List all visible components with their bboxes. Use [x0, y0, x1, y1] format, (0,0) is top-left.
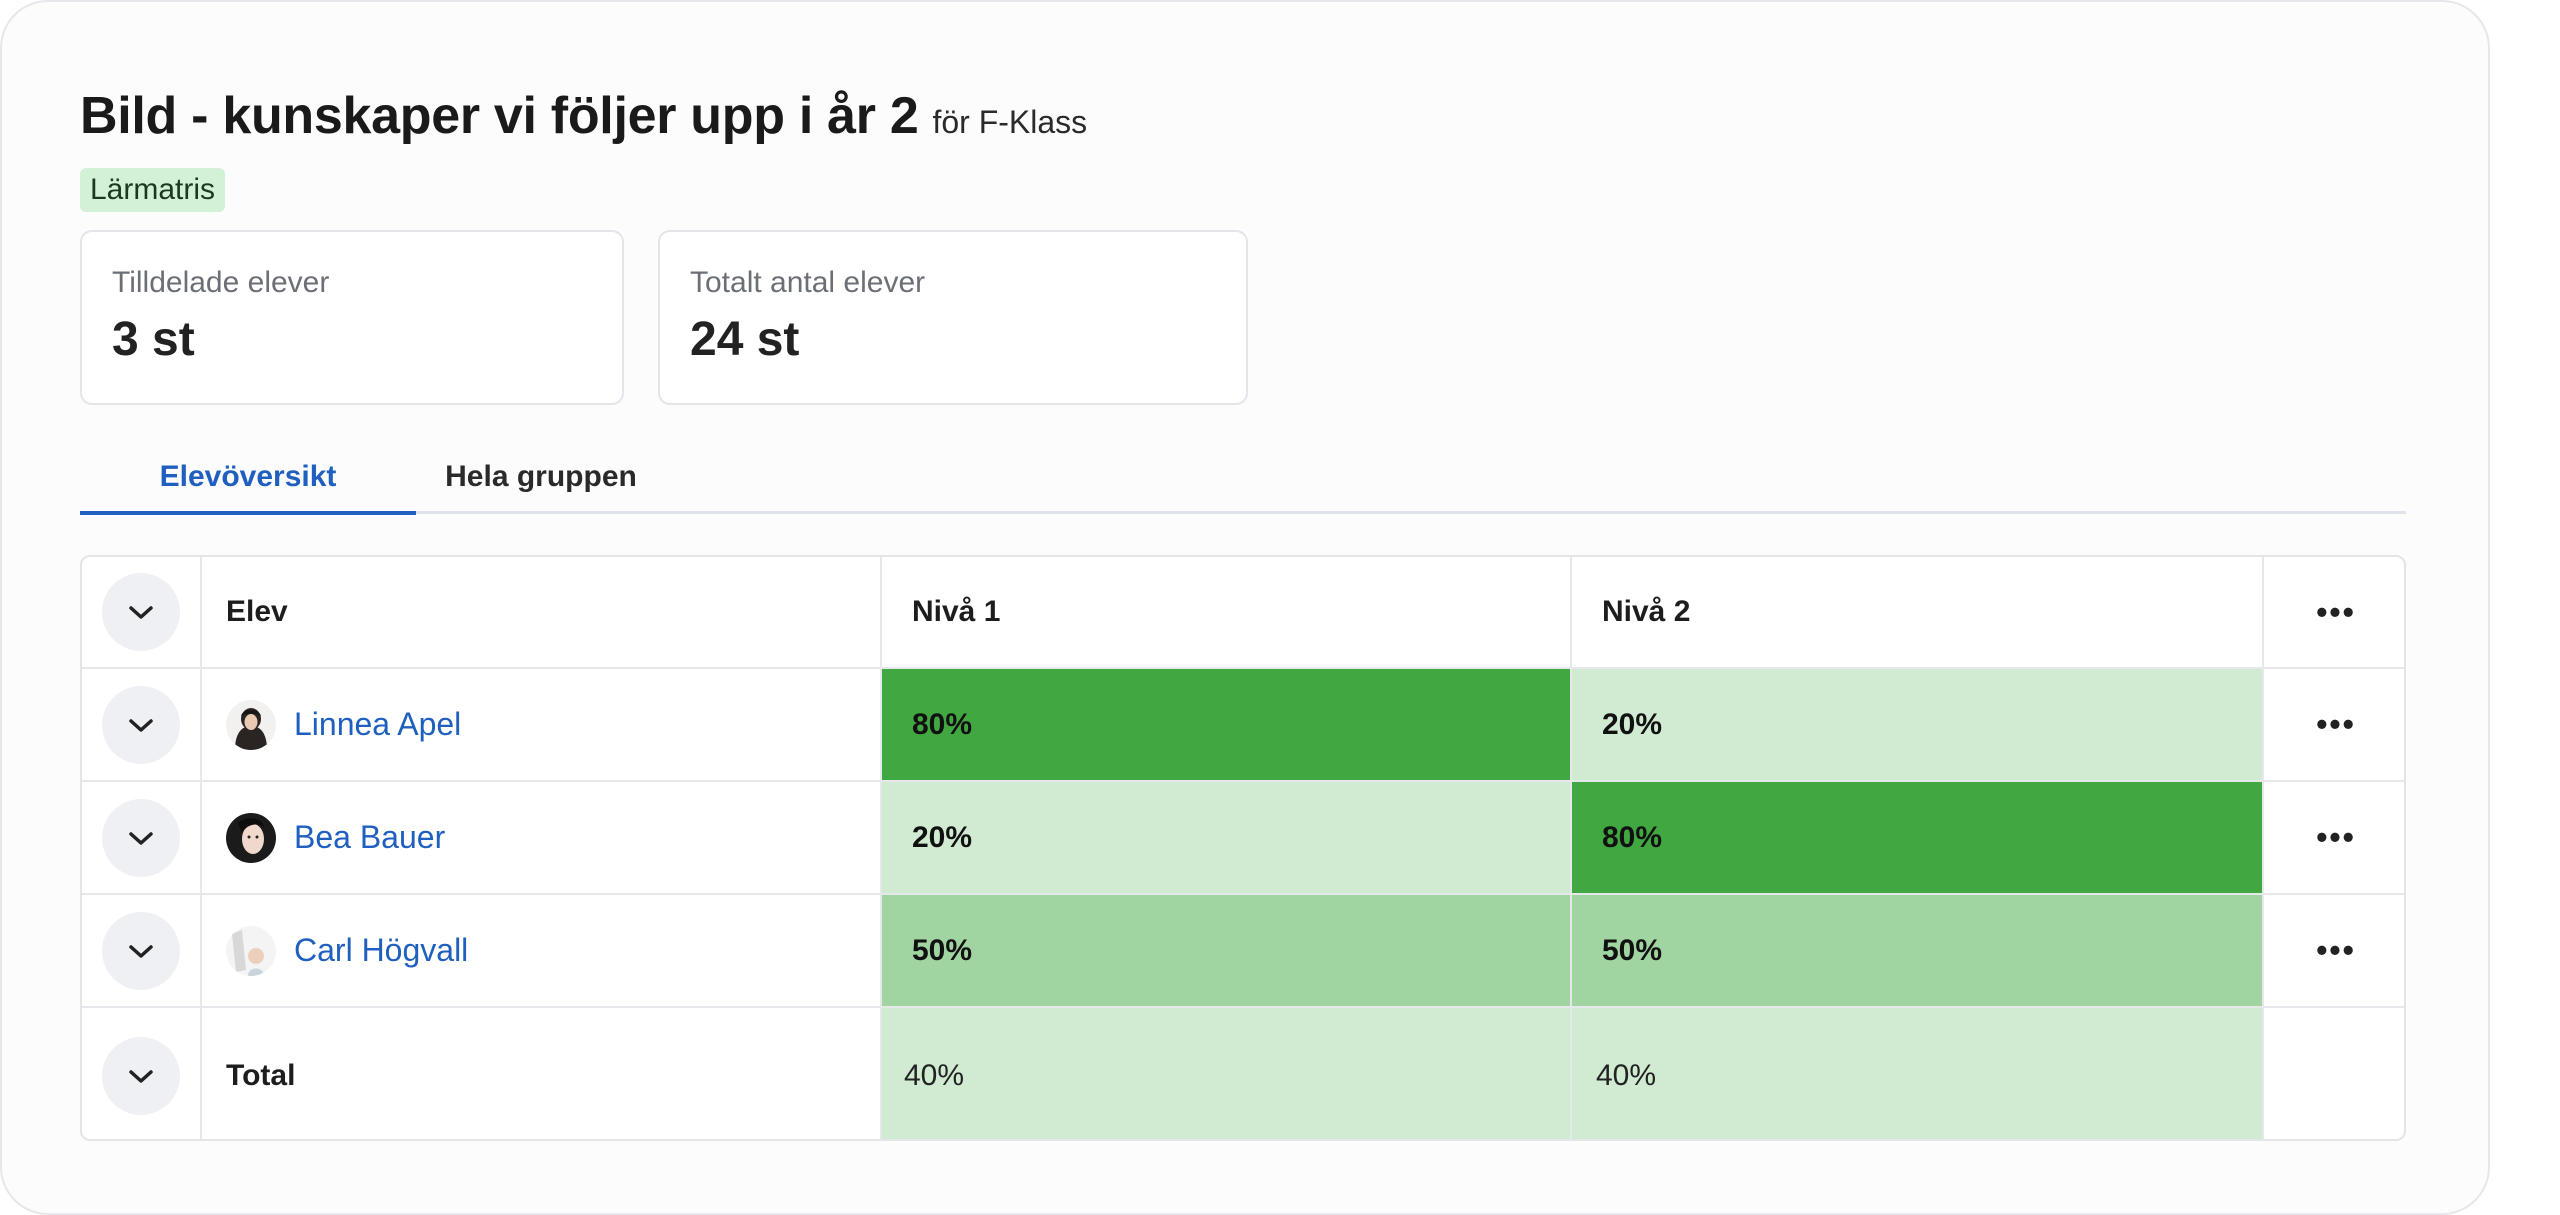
percentage: 40% — [1596, 1058, 1657, 1092]
student-link[interactable]: Carl Högvall — [294, 932, 469, 968]
title-row: Bild - kunskaper vi följer upp i år 2 fö… — [80, 86, 1087, 146]
column-header-niva-2: Nivå 2 — [1572, 557, 2264, 667]
page-subtitle: för F-Klass — [932, 104, 1088, 140]
chevron-down-icon — [128, 595, 154, 629]
stat-label: Totalt antal elever — [690, 266, 926, 299]
niva-1-cell: 50% — [882, 895, 1572, 1006]
tab-bar: Elevöversikt Hela gruppen — [80, 454, 2406, 515]
chevron-down-icon — [128, 821, 154, 855]
stat-value: 3 st — [112, 313, 195, 366]
expand-row-button[interactable] — [102, 798, 180, 877]
ellipsis-icon[interactable]: ••• — [2316, 593, 2356, 630]
chevron-down-icon — [128, 1059, 154, 1093]
expand-total-button[interactable] — [102, 1036, 180, 1115]
niva-1-cell: 80% — [882, 669, 1572, 780]
niva-2-cell: 50% — [1572, 895, 2264, 1006]
table-row: Bea Bauer 20% 80% ••• — [82, 782, 2404, 895]
expand-all-button[interactable] — [102, 573, 180, 651]
student-table: Elev Nivå 1 Nivå 2 ••• — [80, 555, 2406, 1141]
stat-card-assigned: Tilldelade elever 3 st — [80, 230, 624, 405]
table-row: Carl Högvall 50% 50% ••• — [82, 895, 2404, 1008]
percentage: 20% — [912, 820, 973, 854]
column-header-elev: Elev — [202, 557, 882, 667]
column-header-niva-1: Nivå 1 — [882, 557, 1572, 667]
avatar — [226, 812, 276, 863]
ellipsis-icon[interactable]: ••• — [2316, 819, 2356, 855]
total-label: Total — [226, 1058, 296, 1092]
assessment-card: Bild - kunskaper vi följer upp i år 2 fö… — [0, 0, 2490, 1215]
avatar — [226, 699, 276, 750]
tab-hela-gruppen[interactable]: Hela gruppen — [445, 460, 637, 493]
expand-row-button[interactable] — [102, 685, 180, 764]
total-niva-2-cell: 40% — [1572, 1008, 2264, 1139]
percentage: 50% — [912, 933, 973, 967]
expand-row-button[interactable] — [102, 911, 180, 990]
stat-card-total: Totalt antal elever 24 st — [658, 230, 1248, 405]
student-link[interactable]: Linnea Apel — [294, 706, 462, 742]
niva-1-cell: 20% — [882, 782, 1572, 893]
ellipsis-icon[interactable]: ••• — [2316, 932, 2356, 968]
stat-value: 24 st — [690, 313, 800, 366]
percentage: 20% — [1602, 707, 1663, 741]
percentage: 50% — [1602, 933, 1663, 967]
table-header-row: Elev Nivå 1 Nivå 2 ••• — [82, 557, 2404, 669]
student-link[interactable]: Bea Bauer — [294, 819, 446, 855]
percentage: 40% — [904, 1058, 965, 1092]
table-row: Linnea Apel 80% 20% ••• — [82, 669, 2404, 782]
avatar — [226, 925, 276, 976]
chevron-down-icon — [128, 934, 154, 968]
chevron-down-icon — [128, 708, 154, 742]
page-title: Bild - kunskaper vi följer upp i år 2 — [80, 87, 919, 145]
type-badge: Lärmatris — [80, 168, 226, 212]
percentage: 80% — [912, 707, 973, 741]
table-total-row: Total 40% 40% — [82, 1008, 2404, 1139]
tab-elevoversikt[interactable]: Elevöversikt — [80, 454, 416, 515]
niva-2-cell: 20% — [1572, 669, 2264, 780]
percentage: 80% — [1602, 820, 1663, 854]
total-niva-1-cell: 40% — [882, 1008, 1572, 1139]
niva-2-cell: 80% — [1572, 782, 2264, 893]
ellipsis-icon[interactable]: ••• — [2316, 706, 2356, 742]
stat-label: Tilldelade elever — [112, 266, 330, 299]
